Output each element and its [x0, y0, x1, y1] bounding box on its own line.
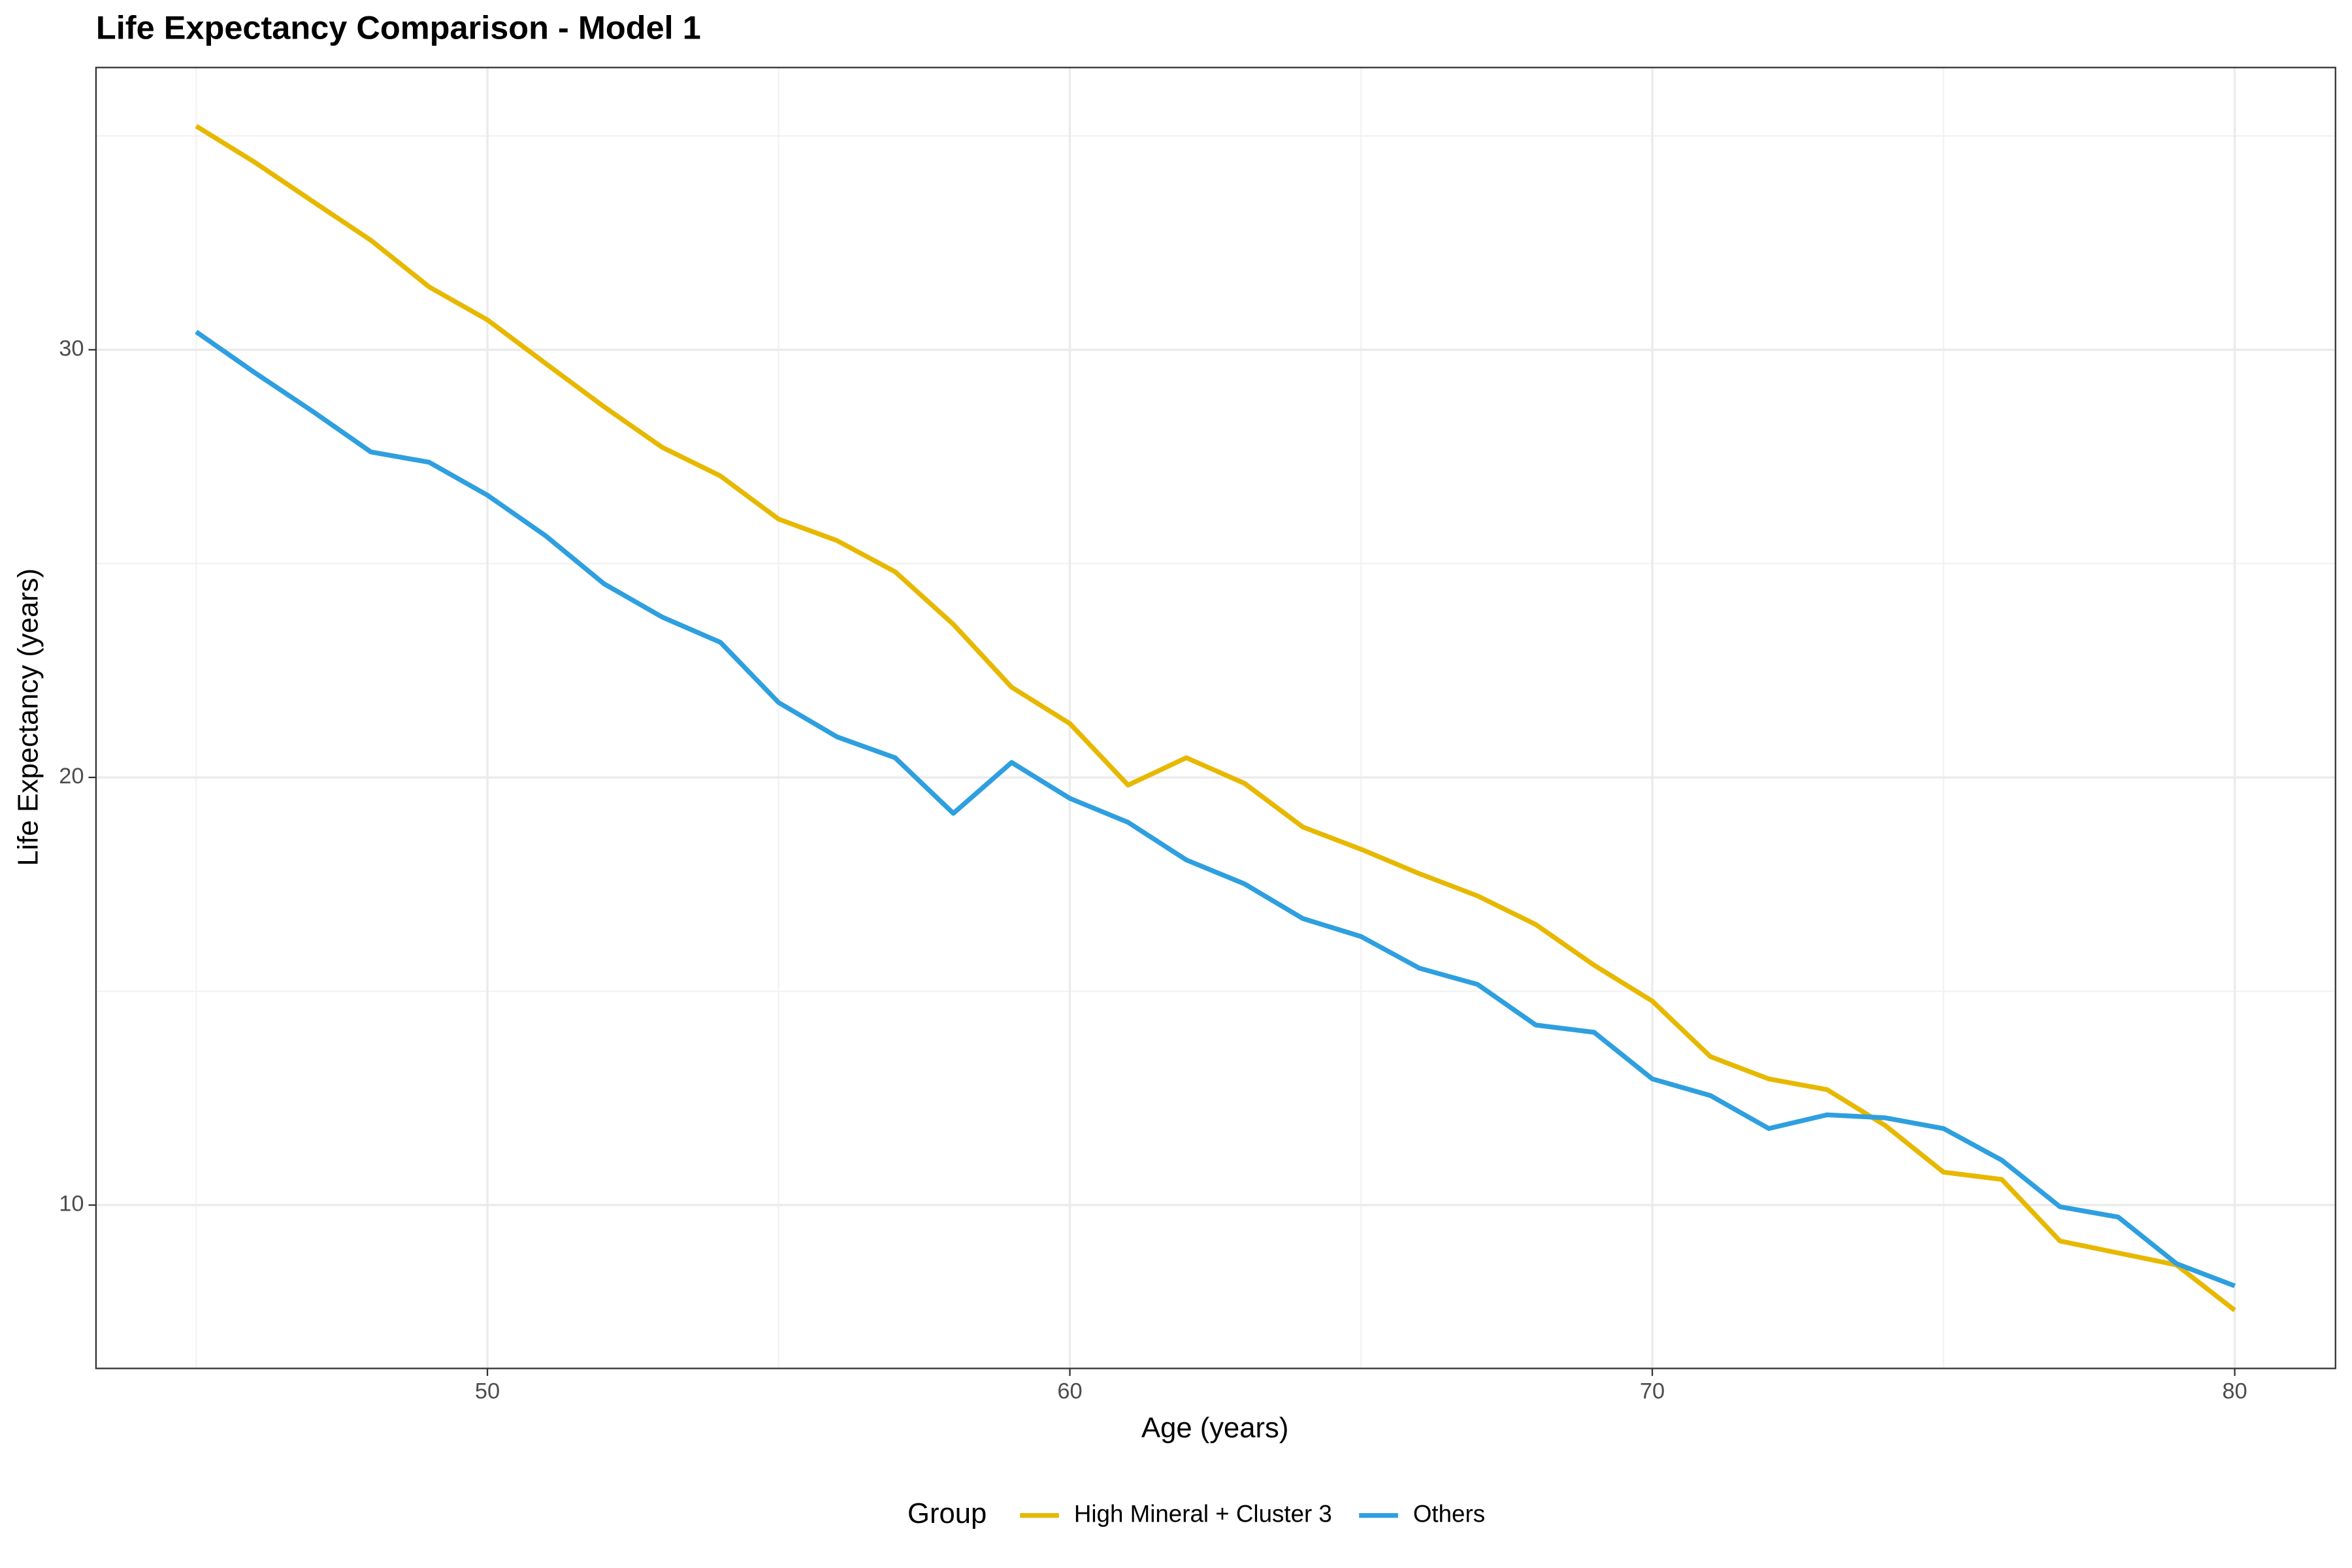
y-tick-label: 30	[59, 336, 84, 361]
panel-border	[95, 67, 2336, 1369]
grid	[95, 67, 2336, 1369]
x-tick-label: 70	[1640, 1379, 1665, 1403]
y-tick-label: 20	[59, 764, 84, 789]
x-axis-label: Age (years)	[1141, 1413, 1288, 1444]
y-tick-label: 10	[59, 1192, 84, 1217]
legend-title: Group	[907, 1498, 987, 1529]
legend: Group High Mineral + Cluster 3 Others	[907, 1498, 1485, 1529]
x-tick-label: 50	[475, 1379, 500, 1403]
legend-label: High Mineral + Cluster 3	[1074, 1500, 1332, 1527]
legend-label: Others	[1413, 1500, 1485, 1527]
x-tick-label: 80	[2222, 1379, 2247, 1403]
series-line	[195, 329, 2236, 1288]
series-line	[195, 123, 2236, 1313]
chart-title: Life Expectancy Comparison - Model 1	[96, 8, 701, 46]
y-axis-label: Life Expectancy (years)	[12, 568, 44, 866]
x-tick-label: 60	[1057, 1379, 1082, 1403]
plot-area	[195, 123, 2236, 1313]
